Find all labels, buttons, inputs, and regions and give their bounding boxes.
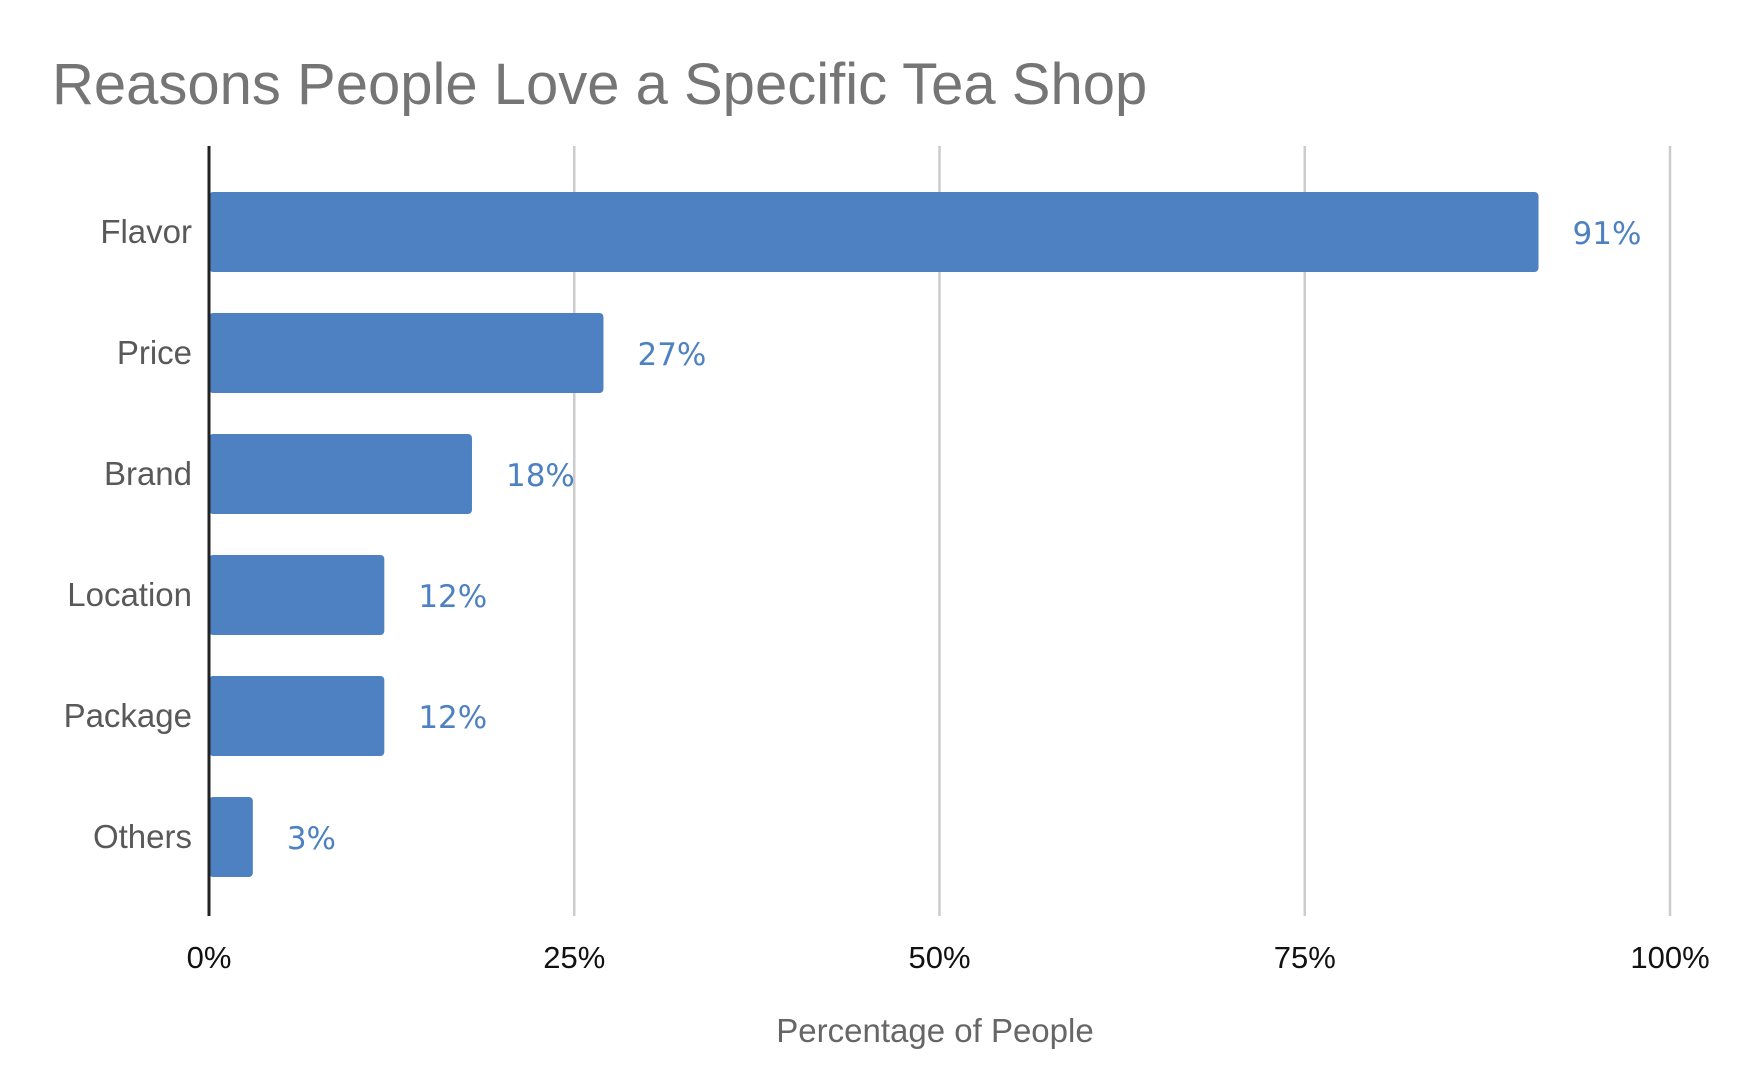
bar-brand (209, 434, 472, 514)
x-tick-label: 0% (187, 940, 232, 975)
data-label: 27% (637, 337, 706, 373)
chart-title: Reasons People Love a Specific Tea Shop (52, 52, 1147, 117)
bars (209, 192, 1539, 877)
grid-lines (573, 146, 1672, 916)
x-tick-label: 25% (543, 940, 605, 975)
bar-location (209, 555, 385, 635)
bar-flavor (209, 192, 1539, 272)
data-label: 18% (506, 458, 575, 494)
category-label: Flavor (100, 213, 192, 250)
data-label: 91% (1573, 216, 1642, 252)
category-label: Price (117, 334, 192, 371)
x-axis-title: Percentage of People (776, 1012, 1093, 1049)
category-label: Brand (104, 455, 192, 492)
data-label: 3% (287, 821, 336, 857)
x-tick-label: 100% (1630, 940, 1709, 975)
bar-package (209, 676, 385, 756)
labels: 0% 25% 50% 75% 100% Flavor 91% Price 27% Brand 18%… (64, 213, 1710, 975)
data-label: 12% (418, 579, 487, 615)
bar-price (209, 313, 604, 393)
data-label: 12% (418, 700, 487, 736)
category-label: Location (67, 576, 192, 613)
bar-others (209, 797, 253, 877)
category-label: Others (93, 818, 192, 855)
x-tick-label: 50% (908, 940, 970, 975)
x-tick-label: 75% (1274, 940, 1336, 975)
category-label: Package (64, 697, 192, 734)
